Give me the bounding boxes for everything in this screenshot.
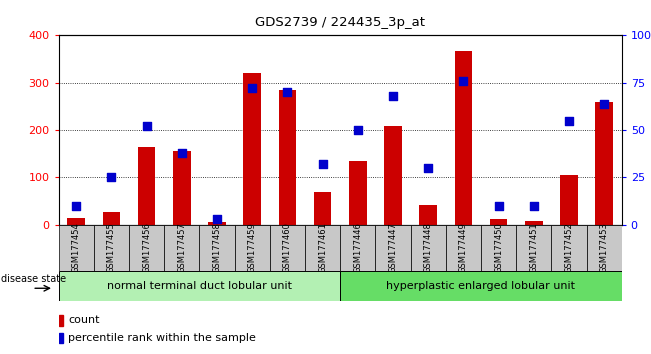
Text: GSM177450: GSM177450 <box>494 222 503 273</box>
Bar <box>349 161 367 225</box>
Bar <box>173 152 191 225</box>
Bar <box>103 212 120 225</box>
Text: disease state: disease state <box>1 274 66 284</box>
Bar <box>164 225 199 271</box>
Bar <box>595 102 613 225</box>
Point <box>317 161 327 167</box>
Text: GSM177454: GSM177454 <box>72 222 81 273</box>
Bar <box>59 225 94 271</box>
Point <box>423 165 434 171</box>
Text: GSM177452: GSM177452 <box>564 222 574 273</box>
Bar <box>419 205 437 225</box>
Text: GSM177460: GSM177460 <box>283 222 292 273</box>
Point <box>176 150 187 156</box>
Point <box>212 216 222 222</box>
Bar <box>234 225 270 271</box>
Bar <box>340 271 622 301</box>
Bar <box>314 192 331 225</box>
Text: GSM177456: GSM177456 <box>142 222 151 273</box>
Text: hyperplastic enlarged lobular unit: hyperplastic enlarged lobular unit <box>387 281 575 291</box>
Text: GSM177458: GSM177458 <box>212 222 221 273</box>
Point <box>71 203 81 209</box>
Bar <box>481 225 516 271</box>
Text: normal terminal duct lobular unit: normal terminal duct lobular unit <box>107 281 292 291</box>
Bar <box>279 90 296 225</box>
Bar <box>68 218 85 225</box>
Bar <box>525 221 542 225</box>
Bar <box>270 225 305 271</box>
Text: GSM177453: GSM177453 <box>600 222 609 273</box>
Bar <box>454 51 472 225</box>
Bar <box>208 222 226 225</box>
Bar <box>305 225 340 271</box>
Point <box>458 78 469 84</box>
Bar <box>490 219 507 225</box>
Bar <box>199 225 234 271</box>
Text: GSM177455: GSM177455 <box>107 222 116 273</box>
Bar <box>587 225 622 271</box>
Text: GSM177451: GSM177451 <box>529 222 538 273</box>
Text: count: count <box>68 315 100 325</box>
Bar <box>340 225 376 271</box>
Bar <box>94 225 129 271</box>
Text: GSM177459: GSM177459 <box>247 222 256 273</box>
Point <box>141 124 152 129</box>
Text: percentile rank within the sample: percentile rank within the sample <box>68 333 256 343</box>
Bar <box>384 126 402 225</box>
Bar <box>446 225 481 271</box>
Point <box>388 93 398 99</box>
Bar <box>560 175 577 225</box>
Text: GSM177446: GSM177446 <box>353 222 362 273</box>
Point <box>493 203 504 209</box>
Point <box>599 101 609 107</box>
Bar <box>59 333 62 343</box>
Bar <box>59 315 62 326</box>
Point <box>529 203 539 209</box>
Point <box>564 118 574 124</box>
Point <box>106 175 117 180</box>
Text: GSM177447: GSM177447 <box>389 222 398 273</box>
Bar <box>376 225 411 271</box>
Bar <box>138 147 156 225</box>
Text: GSM177461: GSM177461 <box>318 222 327 273</box>
Point <box>282 89 292 95</box>
Text: GSM177448: GSM177448 <box>424 222 433 273</box>
Bar <box>411 225 446 271</box>
Text: GSM177457: GSM177457 <box>177 222 186 273</box>
Bar <box>59 271 340 301</box>
Bar <box>516 225 551 271</box>
Point <box>353 127 363 133</box>
Text: GSM177449: GSM177449 <box>459 222 468 273</box>
Bar <box>551 225 587 271</box>
Text: GDS2739 / 224435_3p_at: GDS2739 / 224435_3p_at <box>255 16 425 29</box>
Bar <box>129 225 164 271</box>
Bar <box>243 73 261 225</box>
Point <box>247 86 257 91</box>
